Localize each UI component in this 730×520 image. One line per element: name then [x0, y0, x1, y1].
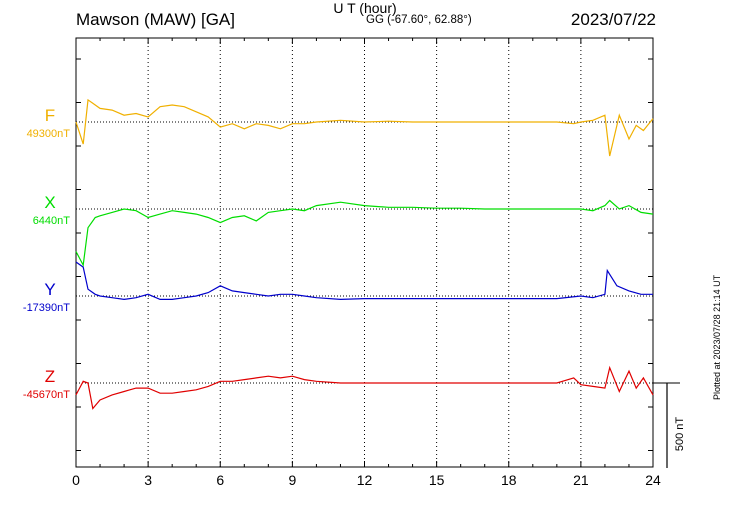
x-tick-label: 18	[500, 472, 517, 488]
x-tick-label: 12	[356, 472, 373, 488]
x-tick-label: 24	[645, 472, 661, 488]
series-line-Y	[75, 261, 653, 301]
series-line-X	[75, 199, 654, 268]
series-line-F	[75, 98, 654, 157]
x-axis-label: U T (hour)	[333, 0, 397, 16]
series-line-Z	[75, 365, 654, 410]
x-tick-label: 21	[573, 472, 589, 488]
x-tick-label: 0	[72, 472, 80, 488]
series-label-X: X	[44, 193, 56, 212]
scale-bar-label: 500 nT	[674, 416, 686, 452]
x-tick-label: 15	[428, 472, 445, 488]
series-label-Y: Y	[44, 280, 56, 299]
x-tick-label: 3	[144, 472, 153, 488]
baseline-label-X: 6440nT	[32, 215, 70, 227]
x-tick-label: 6	[216, 472, 225, 488]
date-label: 2023/07/22	[570, 10, 656, 29]
geographic-coords: GG (-67.60°, 62.88°)	[366, 14, 472, 26]
plotted-timestamp: Plotted at 2023/07/28 21:14 UT	[712, 274, 722, 400]
series-label-F: F	[44, 106, 56, 125]
station-title: Mawson (MAW) [GA]	[76, 10, 235, 29]
baseline-label-Z: -45670nT	[22, 389, 70, 401]
baseline-label-Y: -17390nT	[22, 302, 70, 314]
series-label-Z: Z	[44, 367, 56, 386]
x-tick-label: 9	[288, 472, 297, 488]
baseline-label-F: 49300nT	[26, 128, 70, 140]
